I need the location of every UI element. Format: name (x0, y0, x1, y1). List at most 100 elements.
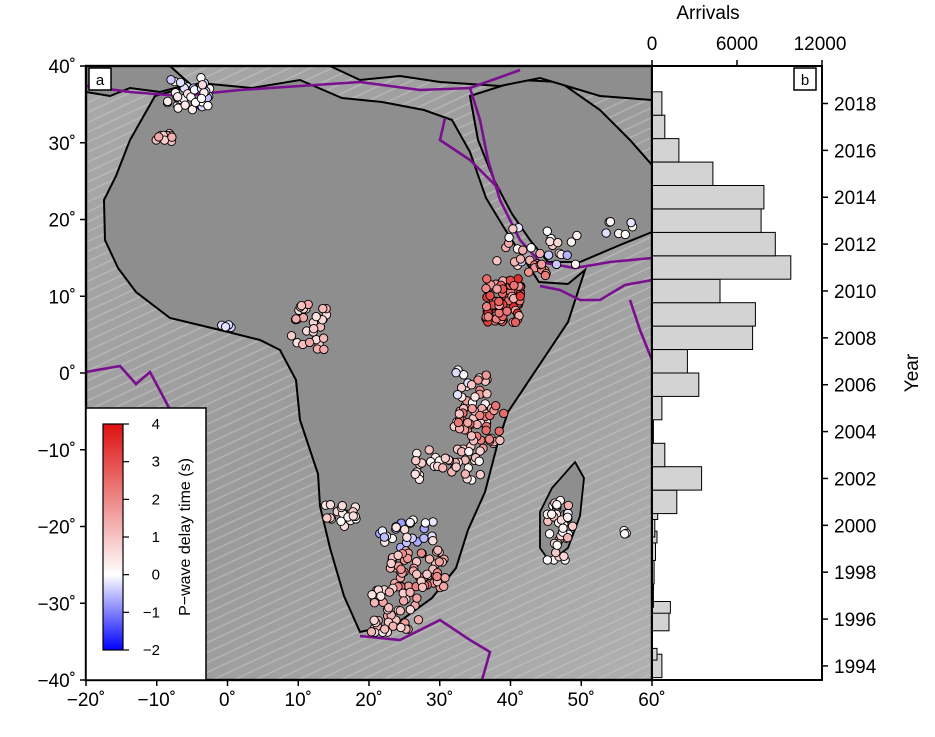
station-point (411, 455, 421, 466)
station-point (405, 605, 415, 615)
y-tick-label: 0˚ (59, 364, 76, 385)
station-point (483, 312, 493, 322)
colorbar-tick-label: 3 (152, 454, 160, 471)
year-tick-label: 2014 (834, 188, 877, 209)
station-point (544, 529, 555, 539)
station-point (402, 532, 412, 542)
year-tick-label: 2016 (834, 141, 876, 162)
station-point (492, 256, 502, 266)
histogram-bar (651, 255, 792, 280)
station-point (400, 524, 410, 535)
x-tick-label: −20˚ (67, 690, 106, 711)
station-point (515, 291, 525, 301)
station-point (620, 229, 630, 240)
station-point (369, 598, 380, 608)
station-point (428, 517, 438, 527)
station-point (384, 603, 394, 613)
arabia-landmass (468, 78, 652, 263)
histogram-panel: b 0 6000 12000 Arrivals 1994 1996 1998 2000 20… (647, 3, 923, 681)
station-point (412, 593, 422, 603)
station-point (553, 237, 563, 248)
y-tick-label: 20˚ (49, 211, 76, 232)
station-point (367, 590, 377, 600)
x-tick-label: −10˚ (137, 690, 176, 711)
station-point (413, 615, 424, 625)
station-point (424, 554, 435, 564)
year-tick-label: 2006 (834, 376, 876, 397)
histogram-bar (651, 231, 776, 257)
y-tick-label: −10˚ (37, 441, 76, 462)
colorbar-tick-label: 2 (152, 491, 160, 508)
histogram-bar (651, 278, 721, 304)
station-point (318, 303, 328, 314)
x-tick-label: 10˚ (285, 690, 312, 711)
station-point (481, 425, 491, 435)
station-point (494, 426, 504, 436)
station-point (296, 300, 307, 311)
station-point (417, 582, 428, 592)
station-point (508, 224, 518, 234)
station-point (535, 248, 545, 259)
arrivals-axis-label: Arrivals (676, 3, 739, 24)
year-tick-label: 2008 (834, 329, 876, 350)
station-point (440, 453, 450, 463)
station-point (376, 591, 386, 601)
station-point (456, 382, 467, 393)
arrivals-tick-label: 0 (647, 34, 658, 55)
year-tick-label: 1998 (834, 563, 876, 584)
station-point (196, 93, 207, 104)
station-point (481, 301, 492, 312)
station-point (405, 517, 415, 528)
station-point (180, 100, 190, 110)
station-point (434, 557, 444, 567)
station-point (545, 236, 555, 247)
colorbar-label: P−wave delay time (s) (177, 458, 194, 616)
year-tick-label: 2004 (834, 423, 877, 444)
station-point (470, 392, 480, 402)
station-point (220, 322, 231, 332)
station-point (551, 547, 561, 558)
histogram-bar (651, 372, 700, 397)
y-tick-label: −40˚ (37, 671, 76, 692)
x-tick-label: 0˚ (219, 690, 236, 711)
station-point (319, 344, 329, 355)
histogram-bars (651, 91, 792, 679)
station-point (502, 306, 512, 316)
station-point (570, 259, 581, 269)
station-point (325, 500, 336, 510)
colorbar-tick-label: −1 (143, 604, 160, 621)
station-point (494, 296, 504, 307)
station-point (396, 622, 406, 633)
station-point (405, 587, 415, 597)
histogram-bar (651, 466, 703, 491)
station-point (451, 368, 461, 378)
year-tick-label: 2000 (834, 516, 876, 537)
station-point (563, 532, 573, 543)
station-point (559, 551, 569, 561)
station-point (451, 462, 461, 472)
station-point (432, 571, 442, 582)
station-point (482, 274, 492, 284)
station-point (154, 132, 164, 142)
station-point (475, 446, 485, 456)
station-point (438, 463, 448, 473)
x-tick-label: 40˚ (497, 690, 524, 711)
station-point (197, 80, 208, 90)
colorbar-ticks: 4 3 2 1 0 −1 −2 (123, 416, 160, 659)
station-point (422, 569, 432, 579)
station-point (336, 516, 346, 526)
station-point (304, 337, 315, 348)
histogram-bar (651, 161, 714, 187)
x-tick-label: 30˚ (426, 690, 453, 711)
station-point (482, 389, 492, 399)
station-point (163, 96, 173, 107)
station-point (167, 132, 177, 142)
station-point (466, 380, 477, 390)
station-point (562, 250, 572, 260)
year-tick-label: 2018 (834, 94, 876, 115)
colorbar-tick-label: 1 (152, 529, 160, 546)
year-tick-label: 2012 (834, 235, 876, 256)
station-point (337, 501, 347, 511)
station-point (439, 581, 449, 592)
